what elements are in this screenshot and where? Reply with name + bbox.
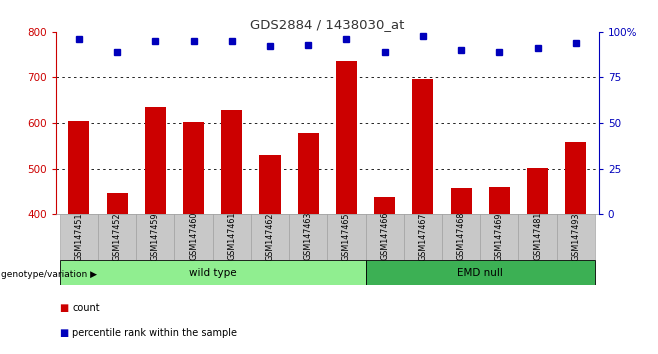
- Text: GSM147481: GSM147481: [533, 212, 542, 261]
- Bar: [480, 214, 519, 260]
- Bar: [145, 107, 166, 214]
- Bar: [213, 214, 251, 260]
- Text: GSM147468: GSM147468: [457, 212, 466, 261]
- Bar: [98, 214, 136, 260]
- Bar: [374, 197, 395, 214]
- Text: GSM147459: GSM147459: [151, 212, 160, 261]
- Bar: [489, 187, 510, 214]
- Bar: [183, 122, 204, 214]
- Text: GSM147469: GSM147469: [495, 212, 504, 261]
- Bar: [413, 79, 434, 214]
- Text: GSM147463: GSM147463: [304, 212, 313, 261]
- Text: GSM147467: GSM147467: [418, 212, 428, 261]
- Bar: [336, 62, 357, 214]
- Bar: [259, 155, 280, 214]
- Text: genotype/variation ▶: genotype/variation ▶: [1, 270, 97, 279]
- Text: EMD null: EMD null: [457, 268, 503, 278]
- Text: count: count: [72, 303, 100, 313]
- Text: GSM147461: GSM147461: [227, 212, 236, 261]
- Bar: [404, 214, 442, 260]
- Bar: [221, 110, 242, 214]
- Bar: [451, 188, 472, 214]
- Bar: [68, 121, 89, 214]
- Text: GSM147493: GSM147493: [571, 212, 580, 261]
- Bar: [557, 214, 595, 260]
- Bar: [366, 260, 595, 285]
- Bar: [174, 214, 213, 260]
- Text: GSM147460: GSM147460: [189, 212, 198, 261]
- Bar: [136, 214, 174, 260]
- Text: GSM147462: GSM147462: [266, 212, 274, 261]
- Bar: [251, 214, 289, 260]
- Bar: [527, 168, 548, 214]
- Bar: [289, 214, 327, 260]
- Bar: [60, 214, 98, 260]
- Bar: [60, 260, 366, 285]
- Bar: [366, 214, 404, 260]
- Text: GSM147451: GSM147451: [74, 212, 84, 261]
- Bar: [107, 193, 128, 214]
- Bar: [297, 133, 318, 214]
- Bar: [519, 214, 557, 260]
- Text: ■: ■: [59, 303, 68, 313]
- Bar: [565, 142, 586, 214]
- Text: ■: ■: [59, 328, 68, 338]
- Text: GSM147465: GSM147465: [342, 212, 351, 261]
- Bar: [442, 214, 480, 260]
- Text: GSM147452: GSM147452: [113, 212, 122, 261]
- Text: percentile rank within the sample: percentile rank within the sample: [72, 328, 238, 338]
- Text: wild type: wild type: [189, 268, 236, 278]
- Title: GDS2884 / 1438030_at: GDS2884 / 1438030_at: [250, 18, 405, 31]
- Bar: [328, 214, 366, 260]
- Text: GSM147466: GSM147466: [380, 212, 389, 261]
